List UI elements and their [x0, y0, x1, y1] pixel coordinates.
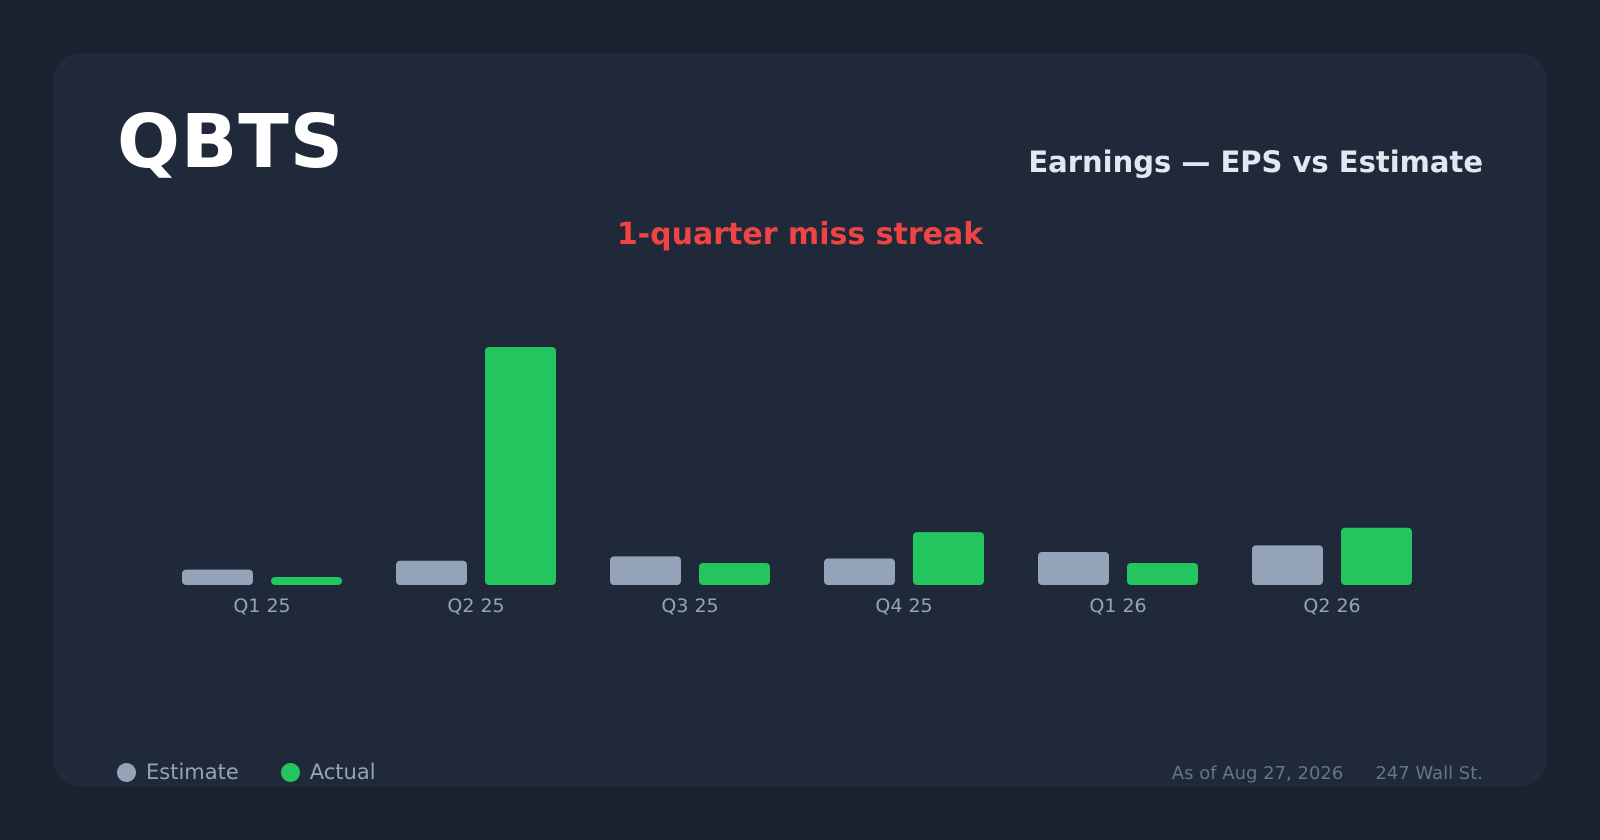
bar-estimate-q1-25: [182, 569, 253, 585]
estimate-swatch-icon: [117, 762, 136, 782]
bar-actual-q2-25: [485, 347, 556, 585]
legend-estimate-label: Estimate: [146, 760, 239, 784]
bar-actual-q4-25: [913, 532, 984, 585]
bar-estimate-q1-26: [1038, 551, 1109, 585]
earnings-card: QBTS Earnings — EPS vs Estimate 1-quarte…: [53, 53, 1547, 787]
x-tick-label: Q1 26: [1089, 595, 1146, 617]
bar-estimate-q4-25: [824, 558, 895, 585]
actual-swatch-icon: [280, 762, 300, 782]
chart-legend: Estimate Actual: [117, 760, 376, 784]
miss-streak-banner: 1-quarter miss streak: [616, 217, 984, 252]
x-tick-label: Q3 25: [661, 595, 718, 617]
as-of-date: As of Aug 27, 2026: [1171, 763, 1344, 784]
x-tick-label: Q1 25: [233, 595, 290, 617]
bar-actual-q1-26: [1127, 562, 1198, 585]
x-tick-label: Q4 25: [875, 595, 932, 617]
source-label: 247 Wall St.: [1375, 763, 1483, 784]
bar-actual-q2-26: [1341, 527, 1412, 585]
legend-item-estimate: Estimate: [117, 760, 239, 784]
x-tick-label: Q2 25: [447, 595, 504, 617]
ticker-symbol: QBTS: [117, 99, 345, 185]
bar-estimate-q2-26: [1252, 545, 1323, 585]
legend-actual-label: Actual: [309, 760, 376, 784]
x-tick-label: Q2 26: [1303, 595, 1360, 617]
legend-item-actual: Actual: [280, 760, 376, 784]
bar-estimate-q3-25: [610, 556, 681, 585]
bar-estimate-q2-25: [396, 560, 467, 585]
eps-bar-chart: Q1 25 Q2 25 Q3 25 Q4 25 Q1 26 Q2 26: [182, 347, 1412, 617]
bar-actual-q1-25: [271, 577, 342, 585]
chart-footer: As of Aug 27, 2026 247 Wall St.: [1172, 763, 1483, 784]
bar-actual-q3-25: [699, 562, 770, 585]
chart-subtitle: Earnings — EPS vs Estimate: [1028, 145, 1483, 179]
